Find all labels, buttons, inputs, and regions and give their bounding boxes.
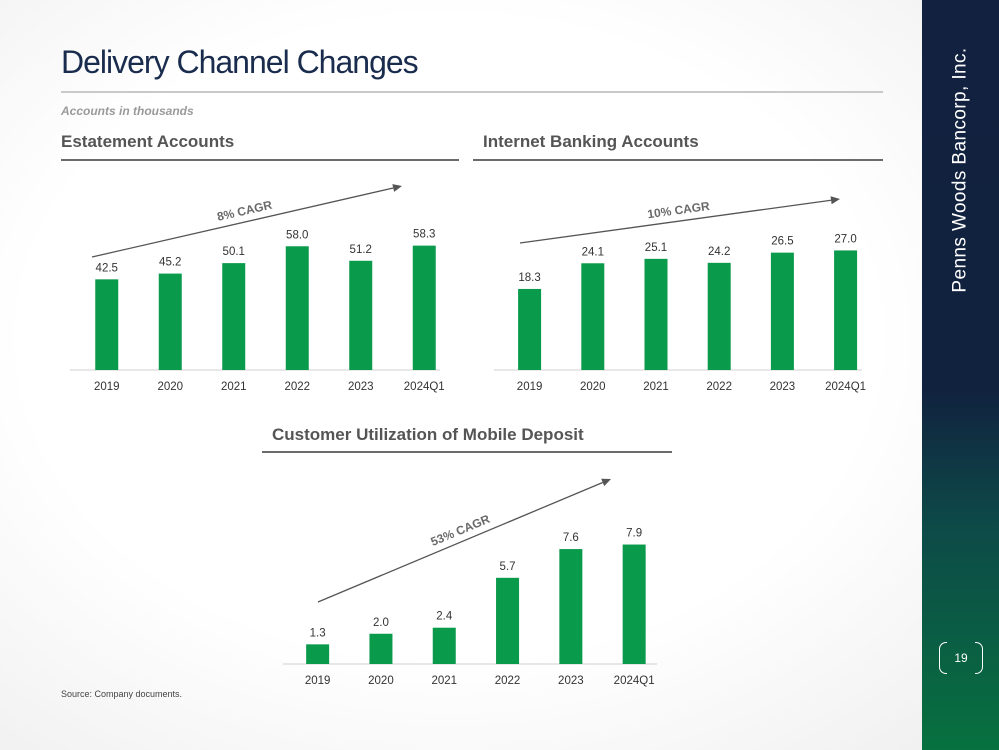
mobile-bar: [306, 644, 330, 664]
units-subtitle: Accounts in thousands: [61, 104, 194, 118]
estatement-bar: [285, 246, 309, 370]
estatement-data-label: 42.5: [96, 262, 118, 274]
mobile-bar: [496, 577, 520, 664]
internet-chart-title: Internet Banking Accounts: [483, 132, 699, 151]
internet-chart: 18.3 2019 24.1 2020 25.1 2021 24.2 2022 26.5 2023…: [494, 196, 866, 393]
mobile-tick-label: 2022: [495, 675, 521, 687]
mobile-tick-label: 2021: [431, 675, 457, 687]
estatement-data-label: 51.2: [350, 244, 372, 256]
mobile-bar: [622, 544, 646, 664]
internet-tick-label: 2023: [770, 381, 796, 393]
internet-tick-label: 2019: [517, 381, 543, 393]
estatement-cagr-arrowhead: [392, 184, 402, 192]
estatement-bar: [412, 245, 436, 370]
internet-data-label: 26.5: [771, 236, 793, 248]
mobile-cagr-label: 53% CAGR: [429, 512, 493, 549]
internet-bar: [581, 263, 605, 370]
company-name: Penns Woods Bancorp, Inc.: [949, 47, 971, 293]
estatement-tick-label: 2020: [157, 381, 183, 393]
page-number: 19: [939, 642, 983, 674]
estatement-data-label: 45.2: [159, 257, 181, 269]
mobile-chart-title: Customer Utilization of Mobile Deposit: [272, 425, 584, 444]
mobile-bar: [432, 627, 456, 664]
internet-bar: [644, 258, 668, 370]
estatement-cagr-label: 8% CAGR: [216, 198, 274, 224]
estatement-title-rule: [61, 159, 459, 161]
estatement-tick-label: 2019: [94, 381, 120, 393]
internet-tick-label: 2022: [706, 381, 732, 393]
mobile-data-label: 7.6: [563, 532, 579, 544]
mobile-tick-label: 2020: [368, 675, 394, 687]
brand-sidebar: Penns Woods Bancorp, Inc. 19: [922, 0, 999, 750]
estatement-bar: [222, 263, 246, 370]
internet-data-label: 25.1: [645, 242, 667, 254]
internet-data-label: 24.1: [582, 246, 604, 258]
estatement-chart-title: Estatement Accounts: [61, 132, 235, 151]
internet-title-rule: [473, 159, 883, 161]
estatement-cagr-arrow: [91, 187, 394, 258]
internet-tick-label: 2020: [580, 381, 606, 393]
estatement-bar: [158, 273, 182, 370]
mobile-bar: [369, 633, 393, 664]
estatement-bar: [349, 260, 373, 370]
source-note: Source: Company documents.: [61, 689, 183, 699]
estatement-data-label: 58.0: [286, 229, 308, 241]
estatement-tick-label: 2022: [284, 381, 310, 393]
mobile-tick-label: 2019: [305, 675, 331, 687]
estatement-data-label: 58.3: [413, 229, 435, 241]
internet-cagr-arrow: [519, 199, 832, 244]
internet-data-label: 27.0: [834, 233, 856, 245]
internet-data-label: 24.2: [708, 246, 730, 258]
mobile-chart: 1.3 2019 2.0 2020 2.4 2021 5.7 2022 7.6 2023 7.9 20…: [283, 478, 657, 687]
mobile-title-rule: [262, 451, 672, 453]
estatement-tick-label: 2023: [348, 381, 374, 393]
internet-bar: [707, 262, 731, 370]
internet-data-label: 18.3: [518, 272, 540, 284]
internet-bar: [834, 250, 858, 370]
title-divider: [61, 91, 883, 93]
internet-bar: [770, 252, 794, 370]
mobile-data-label: 5.7: [500, 561, 516, 573]
internet-cagr-arrowhead: [830, 196, 840, 205]
estatement-chart: 42.5 2019 45.2 2020 50.1 2021 58.0 2022 51.2 2023…: [70, 184, 445, 393]
estatement-bar: [95, 279, 119, 370]
mobile-cagr-arrowhead: [601, 478, 611, 487]
estatement-data-label: 50.1: [223, 246, 245, 258]
mobile-data-label: 1.3: [310, 627, 326, 639]
estatement-tick-label: 2021: [221, 381, 247, 393]
mobile-bar: [559, 549, 583, 664]
mobile-data-label: 7.9: [626, 528, 642, 540]
mobile-cagr-arrow: [317, 481, 603, 603]
estatement-tick-label: 2024Q1: [404, 381, 445, 393]
mobile-tick-label: 2024Q1: [614, 675, 655, 687]
internet-tick-label: 2024Q1: [825, 381, 866, 393]
mobile-tick-label: 2023: [558, 675, 584, 687]
mobile-data-label: 2.0: [373, 617, 389, 629]
page-title: Delivery Channel Changes: [61, 44, 419, 80]
mobile-data-label: 2.4: [436, 611, 453, 623]
internet-tick-label: 2021: [643, 381, 669, 393]
internet-bar: [518, 288, 542, 370]
